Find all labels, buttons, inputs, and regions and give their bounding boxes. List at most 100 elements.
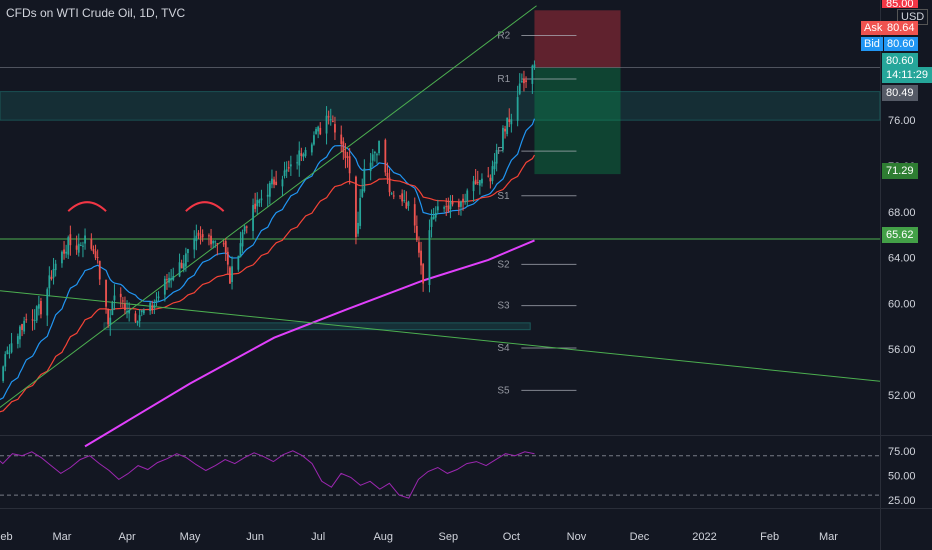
candle-body	[187, 249, 189, 254]
candle-body	[182, 263, 185, 269]
candle-body	[258, 200, 261, 204]
candle-body	[119, 293, 122, 298]
candle-body	[436, 206, 439, 211]
candle-body	[52, 268, 55, 278]
candle-body	[315, 129, 317, 134]
candle-body	[420, 250, 422, 266]
rsi-tick-label: 75.00	[888, 446, 916, 458]
candle-body	[79, 245, 82, 247]
candle-body	[170, 277, 173, 280]
x-tick-label: Dec	[630, 531, 650, 543]
chart-title: CFDs on WTI Crude Oil, 1D, TVC	[6, 6, 186, 20]
head-shoulder-arcs	[67, 201, 225, 212]
candle-body	[222, 243, 225, 245]
candle-body	[98, 260, 101, 280]
candle-body	[443, 207, 446, 209]
candle-body	[275, 181, 278, 186]
candle-body	[432, 216, 435, 220]
x-tick-label: 2022	[692, 531, 716, 543]
candle-body	[304, 149, 307, 156]
candle-body	[340, 134, 343, 144]
pivot-label: S4	[497, 343, 510, 354]
candle-body	[37, 304, 40, 309]
x-tick-label: May	[180, 531, 201, 543]
candle-body	[319, 127, 322, 135]
candle-body	[481, 178, 483, 184]
falling-trendline[interactable]	[0, 290, 881, 382]
x-tick-label: Sep	[439, 531, 459, 543]
x-tick-label: Apr	[118, 531, 135, 543]
bid-label: Bid	[861, 37, 883, 51]
candle-body	[61, 251, 63, 264]
candle-body	[128, 310, 131, 314]
candle-body	[214, 241, 217, 243]
x-tick-label: Oct	[503, 531, 520, 543]
ema-fast-line	[0, 118, 536, 401]
candle-body	[75, 245, 78, 250]
candle-body	[239, 243, 242, 258]
candle-body	[495, 150, 498, 164]
candle-body	[50, 276, 53, 280]
candle-body	[525, 80, 527, 83]
candle-body	[136, 321, 139, 323]
candle-body	[77, 243, 80, 253]
candle-body	[252, 205, 254, 231]
candle-body	[180, 262, 183, 269]
candle-body	[195, 235, 198, 242]
horizontal-lines[interactable]	[0, 67, 880, 240]
candle-body	[317, 126, 320, 132]
candle-body	[460, 201, 462, 207]
candle-body	[445, 206, 448, 208]
candle-body	[327, 116, 330, 118]
trendlines[interactable]	[0, 5, 881, 427]
candle-body	[348, 156, 351, 174]
x-tick-label: Feb	[0, 531, 13, 543]
candle-body	[149, 302, 152, 312]
candle-body	[229, 267, 231, 284]
candle-body	[31, 319, 34, 321]
y-tick-label: 64.00	[888, 253, 916, 265]
price-label-top: 85.00	[882, 0, 918, 8]
candle-body	[256, 199, 259, 207]
candle-body	[447, 205, 450, 212]
risk-reward-box[interactable]	[534, 10, 621, 175]
candle-body	[510, 119, 513, 125]
candle-body	[254, 203, 257, 209]
sma-long-line	[84, 239, 535, 448]
candle-body	[413, 204, 416, 226]
candle-body	[109, 317, 112, 325]
candle-body	[111, 302, 114, 316]
moving-averages	[0, 118, 536, 448]
take-profit-area[interactable]	[534, 67, 621, 175]
candle-body	[386, 172, 389, 178]
candle-body	[82, 245, 84, 247]
ask-label: Ask	[861, 21, 886, 35]
candle-body	[289, 164, 292, 167]
candle-body	[90, 238, 93, 249]
candle-body	[363, 168, 366, 192]
pivot-label: S5	[497, 385, 510, 396]
candle-body	[361, 189, 364, 197]
pivot-label: S1	[497, 191, 510, 202]
resistance-zone	[0, 91, 881, 121]
candle-body	[489, 177, 492, 182]
bid-value: 80.60	[884, 37, 918, 51]
pivot-label: S3	[497, 301, 510, 312]
candle-body	[516, 97, 519, 121]
candle-body	[193, 238, 196, 250]
x-tick-label: Feb	[760, 531, 779, 543]
candle-body	[281, 179, 284, 187]
x-tick-label: Nov	[567, 531, 587, 543]
candle-body	[35, 306, 38, 321]
stop-loss-area[interactable]	[534, 10, 621, 68]
candle-body	[302, 154, 305, 157]
candle-body	[69, 234, 72, 246]
candle-body	[508, 119, 511, 123]
candle-body	[449, 200, 452, 209]
candle-body	[518, 83, 521, 94]
rising-trendline[interactable]	[0, 5, 537, 427]
candle-body	[216, 243, 219, 245]
x-tick-label: Jun	[246, 531, 264, 543]
candle-body	[210, 235, 212, 245]
